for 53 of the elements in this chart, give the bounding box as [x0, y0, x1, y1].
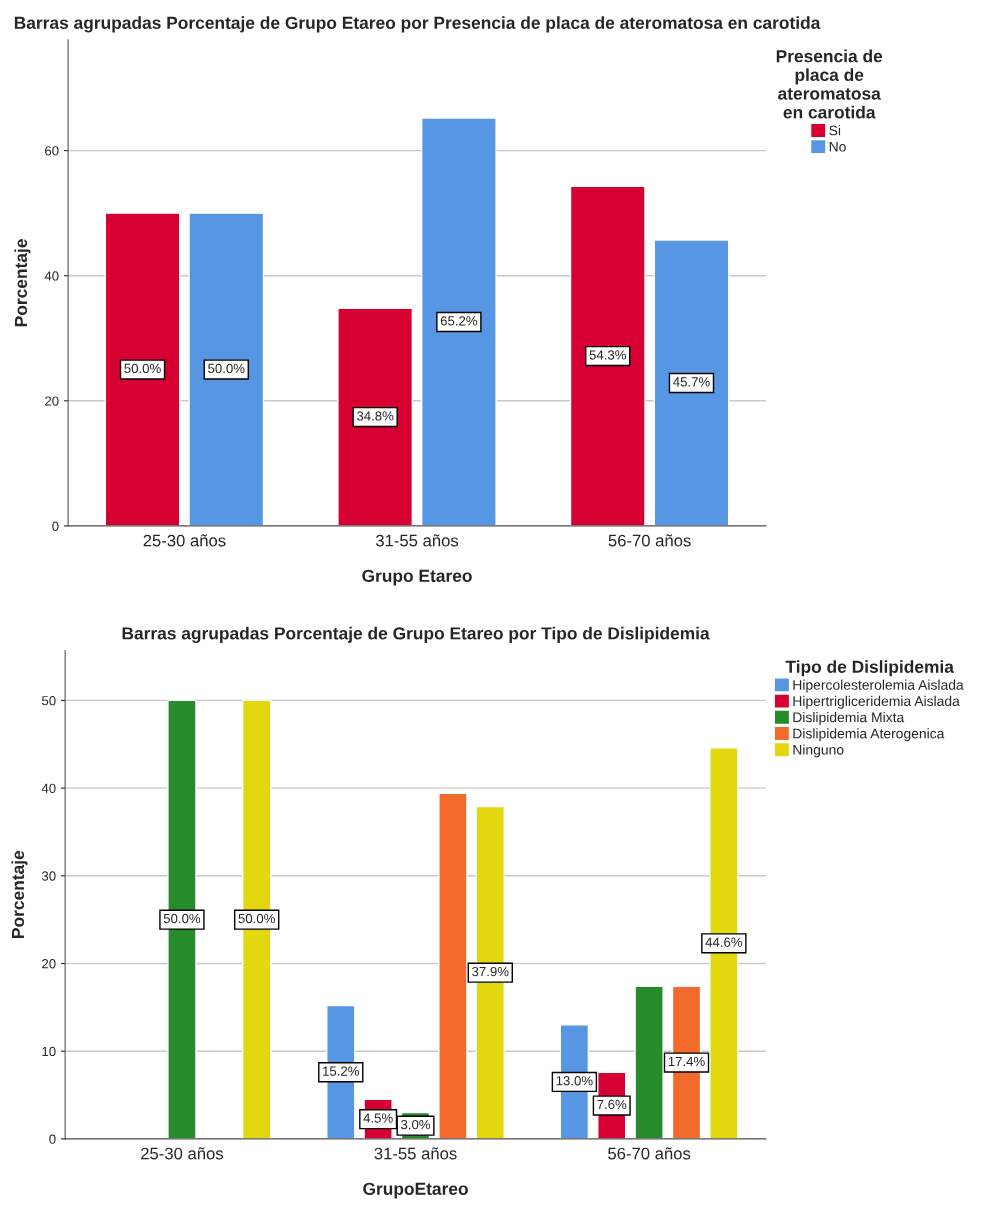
legend-label: Ninguno: [793, 744, 844, 758]
data-label: 50.0%: [163, 913, 201, 924]
y-tick-label: 20: [42, 959, 56, 969]
legend-label: Dislipidemia Aterogenica: [793, 728, 945, 742]
data-label: 44.6%: [705, 937, 743, 947]
data-label: 50.0%: [124, 363, 161, 374]
bar: [104, 212, 181, 526]
y-tick-label: 20: [45, 396, 59, 406]
legend-label: No: [829, 141, 846, 152]
y-tick-label: 60: [45, 146, 59, 156]
chart-title: Barras agrupadas Porcentaje de Grupo Etareo por Tipo de Dislipidemia: [122, 626, 710, 644]
x-tick-label: 56-70 años: [608, 1147, 691, 1160]
x-tick-label: 56-70 años: [608, 534, 691, 547]
y-tick-label: 50: [41, 695, 56, 706]
y-tick-label: 40: [44, 271, 59, 281]
data-label: 3.0%: [400, 1119, 431, 1130]
data-label: 45.7%: [673, 377, 710, 387]
data-label: 34.8%: [356, 411, 394, 421]
legend-label: Si: [829, 125, 841, 136]
legend-label: Hipercolesterolemia Aislada: [793, 679, 964, 693]
y-axis-title: Porcentaje: [14, 239, 31, 327]
x-tick-label: 31-55 años: [374, 1147, 457, 1160]
data-label: 7.6%: [597, 1099, 627, 1110]
bar: [337, 307, 414, 526]
bar: [653, 239, 730, 526]
bar: [420, 117, 497, 526]
data-label: 4.5%: [363, 1113, 393, 1123]
data-label: 50.0%: [238, 913, 275, 924]
data-label: 65.2%: [440, 316, 478, 326]
x-tick-label: 25-30 años: [143, 534, 226, 547]
data-label: 15.2%: [323, 1066, 360, 1076]
bar: [569, 185, 646, 526]
legend-title: Presencia de placa de ateromatosa en carotida: [776, 49, 883, 119]
data-label: 17.4%: [668, 1056, 705, 1067]
x-tick-label: 31-55 años: [375, 534, 459, 547]
legend-label: Dislipidemia Mixta: [793, 712, 905, 725]
data-label: 50.0%: [208, 363, 245, 374]
chart-title: Barras agrupadas Porcentaje de Grupo Etareo por Presencia de placa de ateromatosa en carotida: [14, 16, 821, 33]
x-axis-title: GrupoEtareo: [363, 1182, 468, 1199]
x-axis-title: Grupo Etareo: [362, 569, 472, 586]
legend-title: Tipo de Dislipidemia: [785, 660, 955, 677]
y-tick-label: 0: [49, 1134, 56, 1144]
y-tick-label: 30: [41, 871, 56, 881]
data-label: 37.9%: [472, 966, 509, 977]
data-label: 13.0%: [556, 1076, 593, 1086]
y-tick-label: 10: [42, 1046, 56, 1057]
bar: [188, 212, 265, 526]
y-axis-title: Porcentaje: [11, 850, 28, 938]
x-tick-label: 25-30 años: [141, 1147, 224, 1160]
y-tick-label: 0: [52, 521, 59, 531]
y-tick-label: 40: [41, 783, 56, 794]
data-label: 54.3%: [589, 350, 626, 360]
legend-label: Hipertrigliceridemia Aislada: [793, 695, 960, 709]
